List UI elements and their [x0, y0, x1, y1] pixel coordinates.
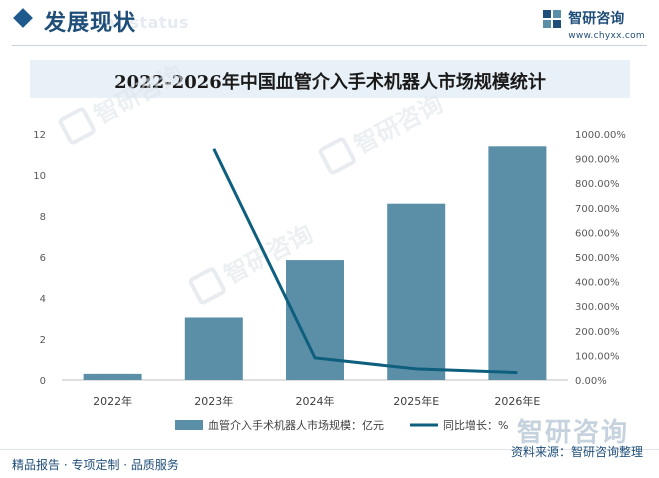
x-tick-label: 2022年	[93, 394, 132, 408]
y-right-tick-label: 200.00%	[575, 327, 620, 338]
x-tick-label: 2026年E	[494, 394, 540, 408]
legend-bar-swatch	[175, 420, 203, 430]
header-divider	[12, 45, 647, 46]
y-right-tick-label: 900.00%	[575, 155, 620, 166]
watermark-logo: 智研咨询	[318, 90, 448, 175]
footer-slogan: 精品报告 · 专项定制 · 品质服务	[12, 458, 179, 472]
chart-title: 2022-2026年中国血管介入手术机器人市场规模统计	[114, 72, 546, 93]
y-left-tick-label: 2	[40, 335, 46, 346]
y-right-tick-label: 400.00%	[575, 278, 620, 289]
y-right-tick-label: 700.00%	[575, 204, 620, 215]
page-header: ent status 发展现状 智研咨询 www.chyxx.com	[0, 0, 659, 46]
brand-logo-icon	[543, 10, 562, 28]
bar	[184, 317, 243, 380]
growth-line	[212, 148, 518, 375]
bar	[286, 260, 344, 380]
brand-logo[interactable]: 智研咨询 www.chyxx.com	[543, 8, 645, 41]
brand-url[interactable]: www.chyxx.com	[568, 31, 645, 41]
bar	[488, 146, 547, 380]
y-left-tick-label: 10	[33, 171, 46, 182]
watermark-text: 智研咨询	[90, 60, 188, 130]
watermark-logo-icon	[188, 267, 226, 305]
y-right-tick-label: 0.00%	[575, 376, 607, 387]
watermark-text: 智研咨询	[350, 90, 448, 160]
header-title: 发展现状	[44, 11, 137, 36]
watermark-logo: 智研咨询	[58, 60, 188, 145]
y-right-tick-label: 100.00%	[575, 351, 620, 362]
y-right-tick-label: 500.00%	[575, 253, 620, 264]
y-left-tick-label: 12	[33, 130, 46, 141]
legend-bar-label: 血管介入手术机器人市场规模：亿元	[208, 418, 384, 432]
bar	[387, 203, 446, 380]
y-left-tick-label: 4	[40, 294, 46, 305]
watermark-logo-icon	[318, 137, 356, 175]
y-left-tick-label: 0	[40, 376, 46, 387]
y-left-tick-label: 6	[40, 253, 46, 264]
x-tick-label: 2025年E	[393, 394, 439, 408]
bar	[83, 373, 142, 380]
y-left-tick-label: 8	[40, 212, 46, 223]
header-subtitle-watermark: ent status	[92, 13, 189, 32]
footer-source: 资料来源：智研咨询整理	[510, 445, 643, 459]
brand-name: 智研咨询	[568, 11, 625, 27]
x-tick-label: 2023年	[194, 394, 233, 408]
x-tick-label: 2024年	[296, 394, 335, 408]
y-right-tick-label: 800.00%	[575, 179, 620, 190]
y-right-tick-label: 1000.00%	[575, 130, 626, 141]
watermark-brand-text: 智研咨询	[516, 418, 629, 448]
y-right-tick-label: 300.00%	[575, 302, 620, 313]
y-right-tick-label: 600.00%	[575, 228, 620, 239]
chart-title-bar: 2022-2026年中国血管介入手术机器人市场规模统计	[30, 60, 630, 98]
footer-divider	[0, 449, 659, 450]
legend-line-label: 同比增长：%	[443, 418, 508, 432]
watermark-logo-icon	[58, 107, 96, 145]
